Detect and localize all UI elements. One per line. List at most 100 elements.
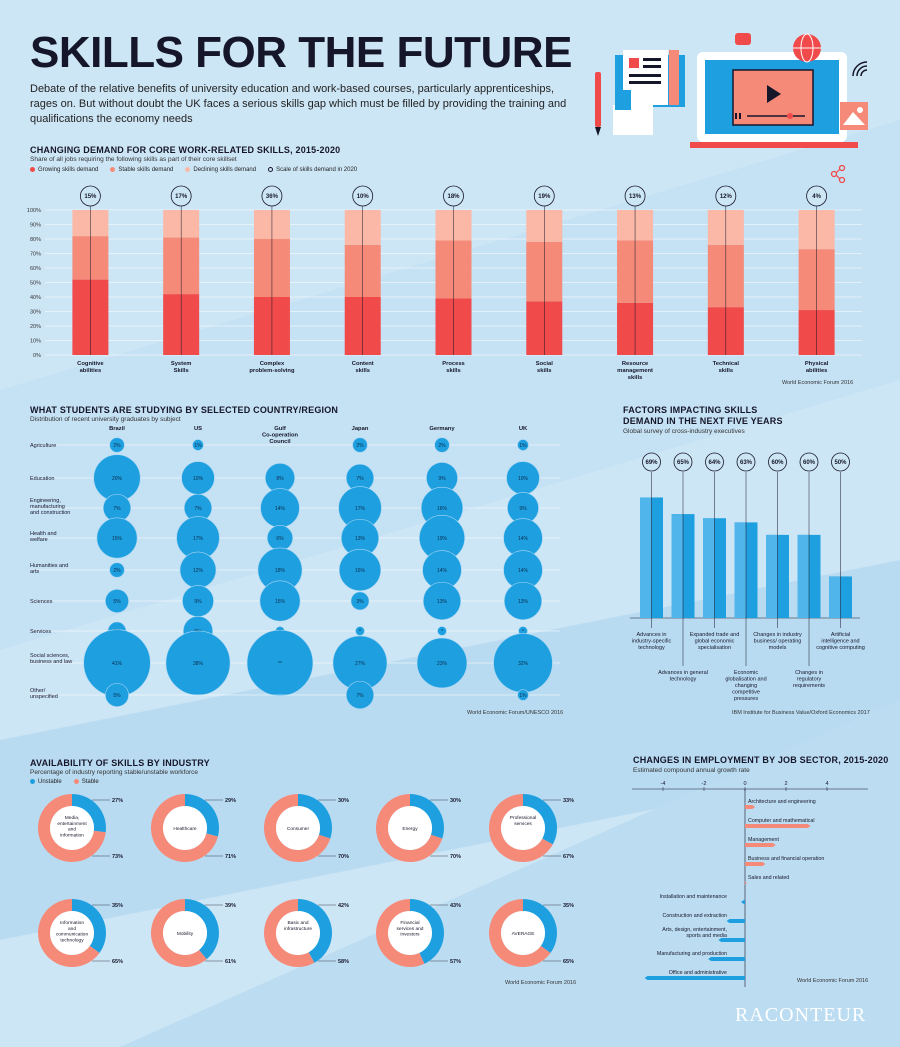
scale-circle xyxy=(624,185,646,207)
donut-stable-slice xyxy=(37,899,100,967)
bubble-label: 14% xyxy=(437,568,448,574)
donut-unstable-slice xyxy=(523,899,558,953)
factor-value-label: 50% xyxy=(834,460,847,466)
donut-stable-slice xyxy=(488,794,553,862)
bubble-label: 32% xyxy=(518,661,529,667)
bubble-label: 13% xyxy=(437,599,448,605)
y-tick-label: 80% xyxy=(30,237,41,243)
scale-circle xyxy=(715,185,737,207)
donut-center xyxy=(163,911,207,955)
donut-stable-label: 58% xyxy=(338,959,349,965)
factor-value-circle xyxy=(799,452,819,472)
y-tick-label: 20% xyxy=(30,324,41,330)
image-card-icon xyxy=(840,102,868,130)
donut-center xyxy=(276,911,320,955)
core-skills-title: CHANGING DEMAND FOR CORE WORK-RELATED SK… xyxy=(30,145,341,155)
factor-value-label: 65% xyxy=(677,460,690,466)
bubble-label: 23% xyxy=(437,661,448,667)
donut-unstable-label: 42% xyxy=(338,903,349,909)
bubble-label: 3% xyxy=(356,599,364,605)
legend-declining: Declining skills demand xyxy=(185,167,256,173)
donut-unstable-label: 27% xyxy=(112,798,123,804)
y-tick-label: 90% xyxy=(30,223,41,229)
donut-unstable-label: 35% xyxy=(112,903,123,909)
bubble xyxy=(352,437,368,453)
scale-label: 10% xyxy=(357,194,370,200)
bubble-label: 2% xyxy=(438,443,446,449)
employment-bar xyxy=(718,938,745,942)
factor-category-label: Artificial intelligence and cognitive comp… xyxy=(816,632,865,651)
y-tick-label: 30% xyxy=(30,310,41,316)
scale-label: 4% xyxy=(812,194,821,200)
donut-stable-slice xyxy=(263,794,331,862)
bubble xyxy=(422,581,462,621)
donut-stable-slice xyxy=(376,899,425,967)
study-subtitle: Distribution of recent university gradua… xyxy=(30,416,181,423)
donut-label: Energy xyxy=(402,826,418,832)
column-label: Germany xyxy=(429,426,455,432)
study-bubble-chart: Brazil US Gulf Co-operation Council Japan Germ… xyxy=(29,426,560,710)
bubble-label: 38% xyxy=(193,661,204,667)
scale-circle xyxy=(443,185,464,207)
donut-stable-slice xyxy=(264,899,315,967)
globe-icon xyxy=(793,33,821,63)
employment-label: Architecture and engineering xyxy=(748,799,816,805)
legend-scale: Scale of skills demand in 2020 xyxy=(268,167,357,173)
donut-stable-label: 57% xyxy=(450,959,461,965)
donut-center xyxy=(388,806,432,850)
bubble xyxy=(192,439,204,451)
donut-stable-label: 70% xyxy=(450,854,461,860)
employment-label: Manufacturing and production xyxy=(657,951,727,957)
employment-bar xyxy=(745,843,776,847)
donut-label: Financial services and investors xyxy=(397,920,424,938)
bubble-label: * xyxy=(522,629,524,635)
employment-bar xyxy=(726,919,745,923)
donut-stable-label: 73% xyxy=(112,854,123,860)
legend-growing: Growing skills demand xyxy=(30,167,98,173)
x-tick-label: -4 xyxy=(661,781,666,787)
bubble xyxy=(96,517,138,559)
bubble-label: 16% xyxy=(355,568,366,574)
employment-label: Business and financial operation xyxy=(748,856,824,862)
scale-circle xyxy=(806,185,828,207)
factor-value-circle xyxy=(768,452,787,472)
bubble-label: 9% xyxy=(194,599,202,605)
employment-bar xyxy=(708,957,745,961)
donut-unstable-label: 30% xyxy=(450,798,461,804)
donut-unstable-label: 29% xyxy=(225,798,236,804)
factor-value-label: 60% xyxy=(771,460,784,466)
column-label: Gulf Co-operation Council xyxy=(262,426,299,445)
row-label: Services xyxy=(30,629,51,635)
donut-stable-label: 65% xyxy=(112,959,123,965)
factor-value-label: 64% xyxy=(708,460,721,466)
employment-label: Installation and maintenance xyxy=(660,894,727,900)
donut-unstable-slice xyxy=(185,794,219,837)
donut-stable-label: 67% xyxy=(563,854,574,860)
y-tick-label: 40% xyxy=(30,295,41,301)
row-label: Other/unspecified xyxy=(30,688,58,700)
employment-source: World Economic Forum 2016 xyxy=(797,978,869,984)
column-label: US xyxy=(194,426,202,432)
donut-unstable-slice xyxy=(185,899,220,960)
category-label: Social skills xyxy=(536,361,553,374)
bubble-label: 8% xyxy=(276,476,284,482)
bubble-label: 15% xyxy=(275,599,286,605)
column-label: Japan xyxy=(352,426,369,432)
x-tick-label: 2 xyxy=(784,781,787,787)
scale-circle xyxy=(170,185,192,207)
bubble-label: 15% xyxy=(112,536,123,542)
bubble-label: 17% xyxy=(193,536,204,542)
factor-bar-highlight xyxy=(734,522,746,618)
donut-stable-label: 70% xyxy=(338,854,349,860)
scale-label: 36% xyxy=(266,194,279,200)
factor-bar-highlight xyxy=(671,514,683,618)
x-tick-label: 4 xyxy=(825,781,828,787)
scale-circle xyxy=(533,185,555,207)
share-icon[interactable] xyxy=(830,165,846,183)
scale-circle xyxy=(79,185,101,207)
donut-stable-label: 65% xyxy=(563,959,574,965)
donut-center xyxy=(50,806,94,850)
scale-label: 13% xyxy=(629,194,642,200)
header-illustration xyxy=(595,33,868,148)
core-skills-legend: Growing skills demand Stable skills dema… xyxy=(30,167,357,173)
